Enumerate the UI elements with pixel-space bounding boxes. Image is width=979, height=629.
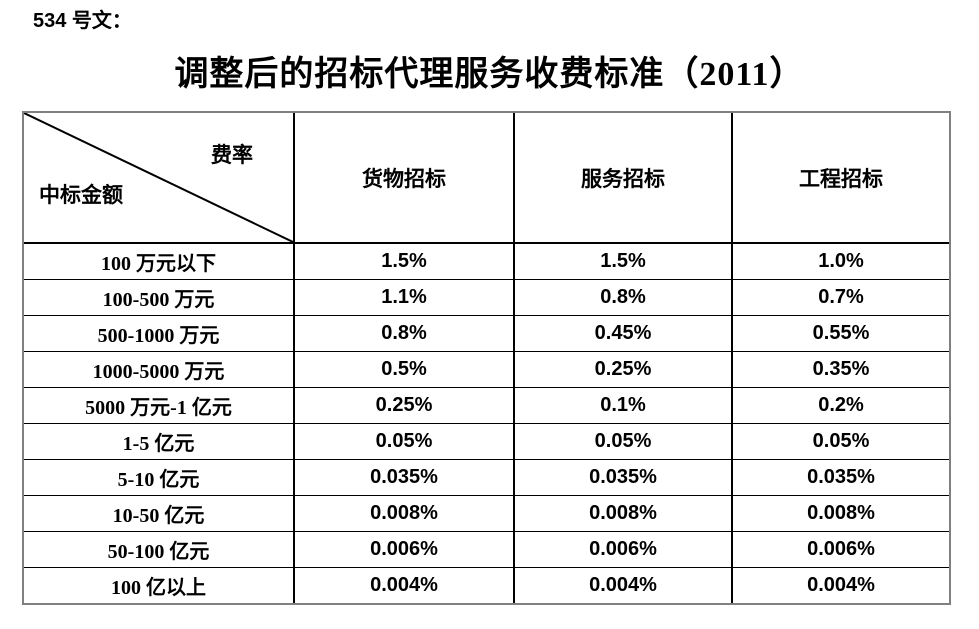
amount-cell: 500-1000 万元 [24,316,295,352]
table-row: 100-500 万元 1.1% 0.8% 0.7% [24,280,949,316]
table-row: 10-50 亿元 0.008% 0.008% 0.008% [24,496,949,532]
table-row: 100 亿以上 0.004% 0.004% 0.004% [24,568,949,603]
rate-cell: 0.035% [295,460,515,496]
fee-rate-table: 费率 中标金额 货物招标 服务招标 工程招标 100 万元以下 1.5% 1.5… [22,111,951,605]
rate-cell: 0.45% [515,316,733,352]
table-row: 100 万元以下 1.5% 1.5% 1.0% [24,244,949,280]
table-row: 50-100 亿元 0.006% 0.006% 0.006% [24,532,949,568]
table-row: 5000 万元-1 亿元 0.25% 0.1% 0.2% [24,388,949,424]
rate-cell: 0.006% [733,532,949,568]
rate-cell: 1.1% [295,280,515,316]
amount-cell: 100-500 万元 [24,280,295,316]
diagonal-divider-line [24,113,293,242]
amount-cell: 1000-5000 万元 [24,352,295,388]
rate-cell: 0.05% [295,424,515,460]
rate-cell: 0.05% [733,424,949,460]
table-row: 1-5 亿元 0.05% 0.05% 0.05% [24,424,949,460]
rate-cell: 1.5% [295,244,515,280]
rate-cell: 0.8% [515,280,733,316]
amount-cell: 100 万元以下 [24,244,295,280]
rate-cell: 0.004% [515,568,733,603]
column-header-engineering-bidding: 工程招标 [733,113,949,244]
rate-cell: 0.25% [515,352,733,388]
rate-cell: 0.35% [733,352,949,388]
rate-cell: 0.008% [295,496,515,532]
rate-cell: 0.2% [733,388,949,424]
rate-cell: 0.1% [515,388,733,424]
rate-cell: 0.035% [515,460,733,496]
amount-cell: 10-50 亿元 [24,496,295,532]
rate-cell: 0.006% [515,532,733,568]
doc-number-label: 534 号文： [33,10,132,32]
rate-cell: 0.008% [515,496,733,532]
rate-cell: 0.55% [733,316,949,352]
corner-label-amount: 中标金额 [39,183,123,207]
rate-cell: 0.7% [733,280,949,316]
amount-cell: 5000 万元-1 亿元 [24,388,295,424]
rate-cell: 0.05% [515,424,733,460]
rate-cell: 0.008% [733,496,949,532]
rate-cell: 1.0% [733,244,949,280]
amount-cell: 50-100 亿元 [24,532,295,568]
corner-header-cell: 费率 中标金额 [24,113,295,244]
amount-cell: 1-5 亿元 [24,424,295,460]
column-header-service-bidding: 服务招标 [515,113,733,244]
rate-cell: 0.035% [733,460,949,496]
corner-label-rate: 费率 [211,143,253,167]
header-row: 费率 中标金额 货物招标 服务招标 工程招标 [24,113,949,244]
table-row: 5-10 亿元 0.035% 0.035% 0.035% [24,460,949,496]
rate-cell: 0.8% [295,316,515,352]
page-title: 调整后的招标代理服务收费标准（2011） [174,56,805,93]
table-row: 1000-5000 万元 0.5% 0.25% 0.35% [24,352,949,388]
rate-cell: 1.5% [515,244,733,280]
table-row: 500-1000 万元 0.8% 0.45% 0.55% [24,316,949,352]
rate-cell: 0.004% [733,568,949,603]
rate-cell: 0.25% [295,388,515,424]
rate-cell: 0.006% [295,532,515,568]
amount-cell: 5-10 亿元 [24,460,295,496]
column-header-goods-bidding: 货物招标 [295,113,515,244]
rate-cell: 0.004% [295,568,515,603]
rate-cell: 0.5% [295,352,515,388]
amount-cell: 100 亿以上 [24,568,295,603]
